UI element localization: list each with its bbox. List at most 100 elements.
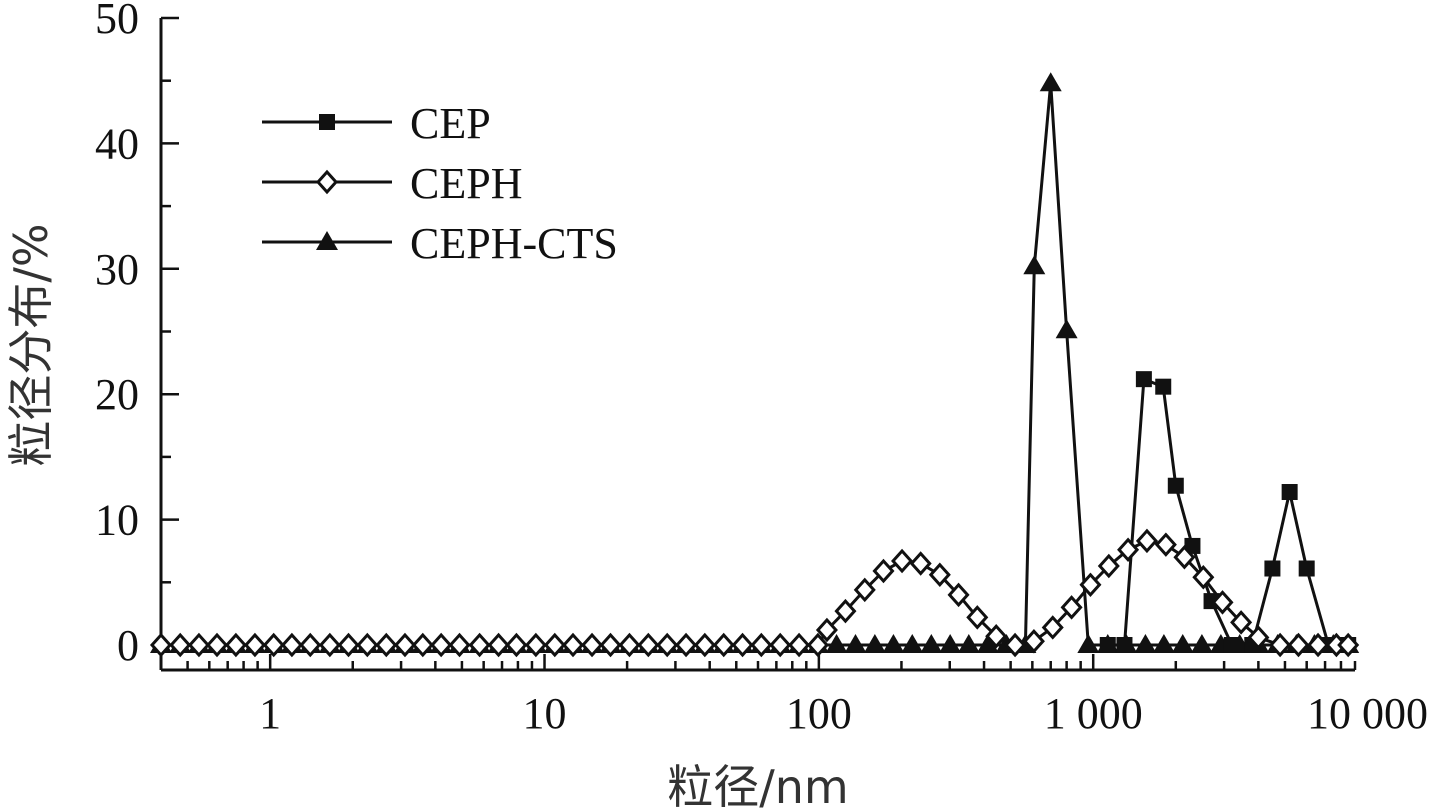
- data-point: [393, 632, 416, 658]
- x-axis-title: 粒径/nm: [667, 760, 848, 812]
- data-point: [675, 632, 698, 658]
- y-tick-label: 10: [95, 496, 139, 545]
- y-tick-label: 20: [95, 370, 139, 419]
- data-point: [957, 634, 980, 653]
- data-point: [712, 632, 735, 658]
- data-point: [1152, 634, 1175, 653]
- data-point: [891, 548, 914, 574]
- data-point: [1097, 553, 1120, 579]
- y-tick-label: 40: [95, 119, 139, 168]
- data-point: [788, 632, 811, 658]
- legend-label: CEPH-CTS: [410, 219, 618, 268]
- series-line-ceph: [161, 539, 1349, 647]
- data-point: [599, 632, 622, 658]
- data-point: [205, 632, 229, 658]
- data-point: [411, 632, 434, 658]
- data-point: [825, 634, 848, 653]
- data-point: [149, 632, 173, 658]
- x-ticks: 1 10 100 1 000 10 000: [159, 654, 1428, 738]
- data-point: [561, 632, 585, 658]
- data-point: [243, 632, 266, 658]
- data-point: [1171, 634, 1194, 653]
- data-point: [909, 551, 932, 576]
- data-point: [976, 634, 999, 653]
- data-point: [1281, 484, 1298, 501]
- data-point: [581, 632, 604, 658]
- data-point: [618, 632, 641, 658]
- data-point: [863, 634, 886, 653]
- data-point: [1337, 632, 1360, 658]
- data-point: [1223, 637, 1240, 653]
- data-point: [524, 632, 547, 658]
- data-point: [543, 632, 566, 658]
- data-point: [939, 634, 962, 653]
- data-point: [1173, 544, 1196, 570]
- y-tick-label: 30: [95, 245, 139, 294]
- series-layer: [149, 72, 1360, 658]
- data-point: [1230, 610, 1253, 635]
- data-point: [1116, 637, 1133, 653]
- data-point: [1167, 477, 1184, 494]
- data-point: [1155, 378, 1172, 395]
- y-tick-label: 0: [117, 621, 139, 670]
- data-point: [1269, 632, 1292, 658]
- data-point: [505, 632, 528, 658]
- y-axis-title: 粒径分布/%: [4, 223, 58, 466]
- legend-marker-square: [319, 114, 335, 130]
- data-point: [815, 617, 838, 643]
- legend: CEP CEPH CEPH-CTS: [262, 99, 618, 268]
- data-point: [337, 632, 360, 658]
- data-point: [1023, 255, 1046, 275]
- data-point: [1154, 532, 1177, 557]
- data-point: [985, 623, 1008, 649]
- data-point: [356, 632, 379, 658]
- data-point: [1287, 632, 1310, 658]
- data-point: [731, 632, 754, 658]
- y-tick-label: 50: [95, 0, 139, 43]
- x-tick-label: 100: [786, 689, 852, 738]
- series-ceph-cts: [150, 72, 1360, 653]
- data-point: [1060, 595, 1083, 620]
- x-tick-label: 1: [259, 689, 281, 738]
- data-point: [834, 598, 857, 624]
- data-point: [901, 634, 924, 653]
- data-point: [1039, 72, 1062, 92]
- data-point: [872, 558, 895, 584]
- series-cep: [1099, 371, 1357, 653]
- data-point: [966, 605, 989, 630]
- data-point: [187, 632, 210, 658]
- legend-marker-diamond: [315, 169, 339, 195]
- data-point: [637, 632, 660, 658]
- legend-label: CEP: [410, 99, 491, 148]
- data-point: [1135, 371, 1152, 388]
- data-point: [1135, 528, 1158, 554]
- data-point: [318, 632, 341, 658]
- data-point: [1041, 615, 1064, 640]
- data-point: [920, 634, 943, 653]
- axes: [159, 18, 1355, 672]
- data-point: [262, 632, 285, 658]
- data-point: [928, 562, 951, 588]
- x-tick-label: 1 000: [1044, 689, 1143, 738]
- data-point: [1117, 537, 1140, 562]
- data-point: [1190, 634, 1213, 653]
- data-point: [1211, 590, 1234, 615]
- data-point: [656, 632, 679, 658]
- x-tick-label: 10: [523, 689, 567, 738]
- data-point: [1298, 560, 1315, 577]
- data-point: [769, 632, 792, 658]
- data-point: [224, 632, 247, 658]
- data-point: [430, 632, 453, 658]
- series-line-ceph-cts: [161, 81, 1349, 647]
- data-point: [1134, 634, 1157, 653]
- series-ceph: [149, 528, 1360, 658]
- legend-label: CEPH: [410, 159, 522, 208]
- data-point: [1055, 319, 1078, 339]
- data-point: [1247, 625, 1270, 650]
- data-point: [1192, 565, 1215, 590]
- data-point: [1264, 560, 1281, 577]
- data-point: [375, 632, 398, 658]
- data-point: [280, 632, 303, 658]
- legend-marker-triangle: [316, 231, 338, 250]
